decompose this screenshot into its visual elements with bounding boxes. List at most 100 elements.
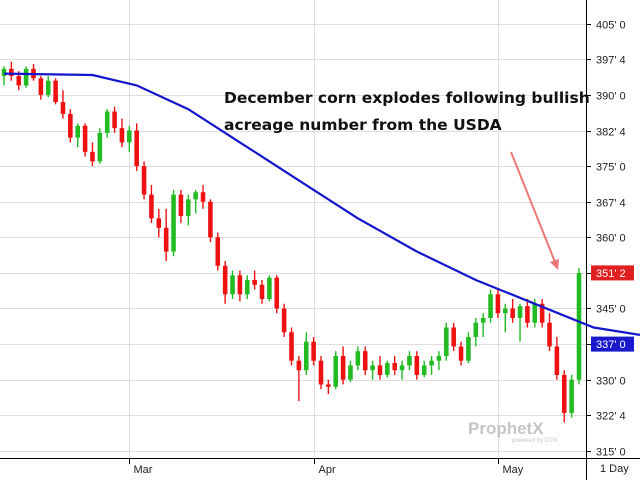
candle: [53, 78, 58, 105]
candle-body: [370, 365, 375, 371]
candle: [399, 360, 405, 380]
candle-body: [561, 374, 567, 413]
candle: [436, 351, 442, 371]
candle-body: [451, 327, 456, 347]
y-tick-label: 390' 0: [596, 91, 626, 103]
candle-body: [252, 280, 257, 285]
watermark: ProphetX powered by DTN: [468, 419, 557, 444]
ma-tag-background: [591, 336, 634, 352]
candle-body: [466, 336, 471, 361]
candle-body: [429, 360, 434, 366]
candle-body: [458, 346, 464, 361]
candle-body: [267, 277, 272, 300]
candle: [127, 125, 132, 152]
candle: [407, 351, 412, 371]
y-tick-label: 360' 0: [596, 233, 626, 245]
candle-body: [104, 111, 110, 133]
candle: [193, 189, 198, 214]
candle: [178, 189, 184, 224]
y-tick-label: 375' 0: [596, 162, 626, 174]
candle-body: [576, 272, 582, 380]
annotation-line-1: December corn explodes following bullish: [224, 89, 590, 107]
candle-body: [90, 151, 95, 162]
candle-body: [127, 130, 132, 143]
candle-body: [208, 201, 213, 238]
candle: [517, 303, 523, 342]
candle-body: [1, 68, 7, 76]
candle: [348, 360, 353, 383]
candle: [421, 360, 427, 378]
candle: [414, 351, 420, 380]
candle: [9, 61, 14, 81]
candle-body: [326, 384, 331, 387]
candle-body: [385, 363, 390, 375]
candle-body: [532, 303, 538, 323]
candle-body: [480, 317, 486, 323]
candle: [296, 355, 302, 402]
candle-body: [289, 332, 294, 361]
candle-body: [97, 132, 103, 162]
candle: [45, 75, 51, 98]
candle: [466, 332, 471, 364]
ma-tag-label: 337' 0: [596, 339, 626, 351]
candle-body: [178, 194, 184, 216]
candle: [215, 232, 221, 271]
period-label[interactable]: 1 Day: [600, 463, 629, 475]
candle-body: [421, 365, 427, 375]
candle-body: [75, 125, 81, 138]
candle: [200, 185, 206, 209]
price-tag: 351' 2: [591, 265, 634, 281]
candle: [495, 289, 501, 318]
candle: [576, 268, 582, 385]
y-tick-label: 330' 0: [596, 376, 626, 388]
x-axis: MarAprMayJun: [129, 458, 524, 476]
candle-body: [281, 308, 287, 333]
candle-body: [296, 360, 302, 371]
candle: [370, 360, 375, 380]
watermark-sub: powered by DTN: [512, 438, 557, 444]
candle: [318, 355, 324, 390]
candle: [480, 313, 486, 337]
y-tick-label: 382' 4: [596, 127, 626, 139]
candle-body: [311, 341, 316, 361]
candle: [82, 123, 88, 157]
candle: [303, 332, 309, 375]
candle: [141, 161, 147, 200]
candle: [259, 280, 265, 304]
candle: [112, 106, 117, 133]
candle: [23, 66, 29, 88]
candle-body: [134, 130, 139, 167]
candle: [38, 75, 44, 100]
candle-body: [259, 284, 265, 300]
candle-body: [355, 351, 361, 366]
candle: [569, 374, 574, 418]
candle: [510, 299, 515, 323]
candle: [208, 199, 213, 243]
candle: [104, 109, 110, 138]
candle: [444, 322, 449, 361]
candle-body: [473, 322, 479, 337]
candle-body: [377, 365, 383, 375]
candle: [163, 208, 169, 262]
candle-body: [554, 346, 560, 375]
candle-body: [495, 294, 501, 314]
candle-body: [222, 265, 228, 295]
candle: [119, 118, 125, 148]
candle: [429, 355, 434, 375]
candle: [451, 322, 456, 352]
candle-body: [444, 327, 449, 356]
candle-body: [156, 218, 162, 228]
candle-body: [303, 341, 309, 371]
candle-body: [407, 355, 412, 366]
candle-body: [112, 111, 117, 129]
candle-body: [38, 78, 44, 95]
y-tick-label: 405' 0: [596, 20, 626, 32]
candle: [561, 370, 567, 423]
price-tag-background: [591, 265, 634, 281]
candle: [237, 270, 243, 302]
y-tick-label: 345' 0: [596, 304, 626, 316]
candle-body: [193, 192, 198, 200]
candle-body: [362, 351, 368, 371]
candle: [97, 128, 103, 164]
